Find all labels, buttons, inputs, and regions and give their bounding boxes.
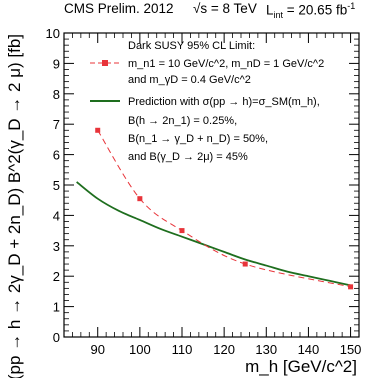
y-tick-label: 4 [53, 208, 60, 223]
y-tick-label: 3 [53, 239, 60, 254]
y-tick-label: 10 [46, 26, 60, 41]
legend-br2: B(n_1 → γ_D + n_D) = 50%, [128, 133, 268, 145]
legend-limit-marker [102, 60, 108, 66]
x-tick-label: 150 [340, 342, 362, 357]
y-tick-label: 5 [53, 178, 60, 193]
y-tick-label: 1 [53, 300, 60, 315]
y-tick-label: 6 [53, 148, 60, 163]
x-tick-label: 140 [298, 342, 320, 357]
limit-point [179, 228, 185, 234]
legend-br1: B(h → 2n_1) = 0.25%, [128, 115, 237, 127]
y-tick-label: 2 [53, 269, 60, 284]
header-energy: √s = 8 TeV [193, 1, 257, 16]
header-luminosity: Lint = 20.65 fb-1 [266, 1, 356, 21]
x-tick-label: 110 [172, 342, 193, 357]
limit-markers [95, 127, 354, 290]
x-tick-label: 100 [129, 342, 151, 357]
y-tick-label: 0 [53, 330, 60, 345]
y-tick-labels: 0 1 2 3 4 5 6 7 8 9 10 [46, 26, 60, 345]
legend: Dark SUSY 95% CL Limit: m_n1 = 10 GeV/c^… [90, 40, 324, 163]
legend-prediction-title: Prediction with σ(pp → h)=σ_SM(m_h), [128, 96, 320, 108]
y-tick-label: 9 [53, 56, 60, 71]
x-tick-labels: 90 100 110 120 130 140 150 [90, 342, 361, 357]
limit-point [242, 261, 248, 267]
limit-point [348, 284, 354, 290]
prediction-curve [76, 181, 351, 287]
header-experiment: CMS Prelim. 2012 [64, 1, 174, 16]
legend-limit-title: Dark SUSY 95% CL Limit: [128, 40, 255, 52]
legend-limit-line1: m_n1 = 10 GeV/c^2, m_nD = 1 GeV/c^2 [128, 58, 324, 70]
x-tick-label: 130 [255, 342, 277, 357]
limit-curve [97, 130, 351, 288]
y-tick-label: 8 [53, 87, 60, 102]
y-axis-label: σ(pp → h → 2γ_D + 2n_D) B^2(γ_D → 2 μ) [… [5, 34, 24, 378]
legend-br3: and B(γ_D → 2μ) = 45% [128, 151, 248, 163]
x-tick-label: 120 [213, 342, 235, 357]
axis-ticks [63, 32, 360, 338]
limit-point [95, 127, 101, 133]
legend-limit-line2: and m_γD = 0.4 GeV/c^2 [128, 74, 251, 86]
limit-point [137, 196, 143, 202]
y-tick-label: 7 [53, 117, 60, 132]
x-axis-label: m_h [GeV/c^2] [245, 357, 357, 376]
x-tick-label: 90 [90, 342, 104, 357]
